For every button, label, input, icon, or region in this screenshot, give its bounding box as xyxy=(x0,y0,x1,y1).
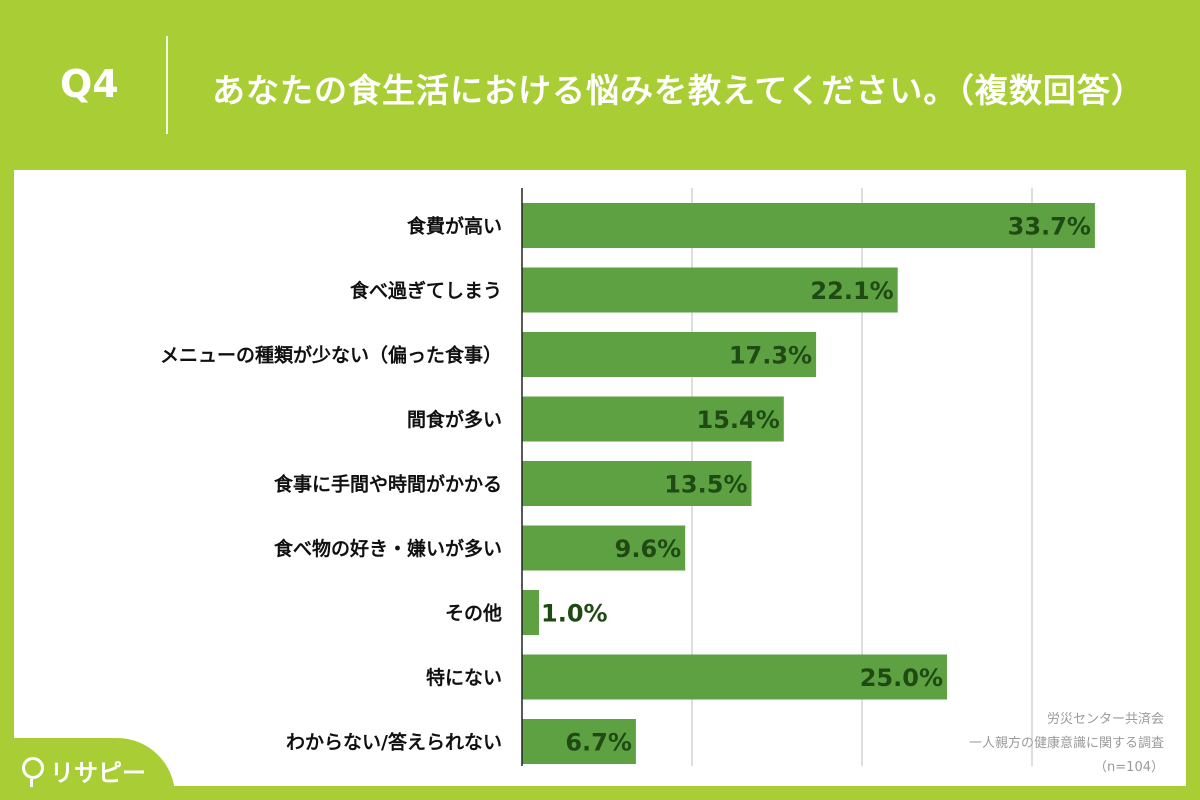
value-label: 13.5% xyxy=(664,471,747,499)
bar xyxy=(522,203,1095,248)
bar xyxy=(522,590,539,635)
source-survey: 一人親方の健康意識に関する調査 xyxy=(968,736,1164,751)
value-label: 33.7% xyxy=(1008,213,1091,241)
source-organization: 労災センター共済会 xyxy=(1046,712,1164,727)
category-label: その他 xyxy=(445,602,502,625)
brand-name: リサピー xyxy=(50,759,146,787)
question-number: Q4 xyxy=(60,62,119,106)
category-label: 特にない xyxy=(426,667,502,689)
pin-icon xyxy=(22,757,44,787)
chart-panel: 食費が高い 33.7% 食べ過ぎてしまう 22.1% メニューの種類が少ない（偏った食事… xyxy=(14,170,1186,786)
category-label: 食べ物の好き・嫌いが多い xyxy=(274,537,502,560)
category-label: 間食が多い xyxy=(407,408,502,431)
question-header: Q4 あなたの食生活における悩みを教えてください。（複数回答） xyxy=(0,0,1200,170)
value-label: 6.7% xyxy=(565,729,632,757)
bar xyxy=(522,332,817,377)
source-note: 労災センター共済会 一人親方の健康意識に関する調査 （n=104） xyxy=(864,708,1164,780)
bar xyxy=(522,461,752,506)
source-sample: （n=104） xyxy=(1094,760,1164,775)
category-label: 食費が高い xyxy=(407,215,502,238)
bar xyxy=(522,267,898,313)
category-label: メニューの種類が少ない（偏った食事） xyxy=(160,344,502,367)
bar xyxy=(522,719,636,764)
value-label: 1.0% xyxy=(541,600,608,628)
value-label: 17.3% xyxy=(729,342,812,370)
category-label: わからない/答えられない xyxy=(286,731,502,754)
header-divider xyxy=(166,36,168,134)
category-label: 食べ過ぎてしまう xyxy=(350,279,502,302)
value-label: 25.0% xyxy=(860,664,943,692)
category-label: 食事に手間や時間がかかる xyxy=(274,473,502,496)
brand-logo: リサピー xyxy=(0,738,175,800)
value-label: 15.4% xyxy=(697,406,780,434)
question-title: あなたの食生活における悩みを教えてください。（複数回答） xyxy=(212,71,1145,110)
bar xyxy=(522,396,784,442)
bar-chart: 食費が高い 33.7% 食べ過ぎてしまう 22.1% メニューの種類が少ない（偏った食事… xyxy=(160,188,1095,766)
value-label: 22.1% xyxy=(810,277,893,305)
bar xyxy=(522,654,947,700)
value-label: 9.6% xyxy=(615,535,682,563)
bar xyxy=(522,525,686,571)
